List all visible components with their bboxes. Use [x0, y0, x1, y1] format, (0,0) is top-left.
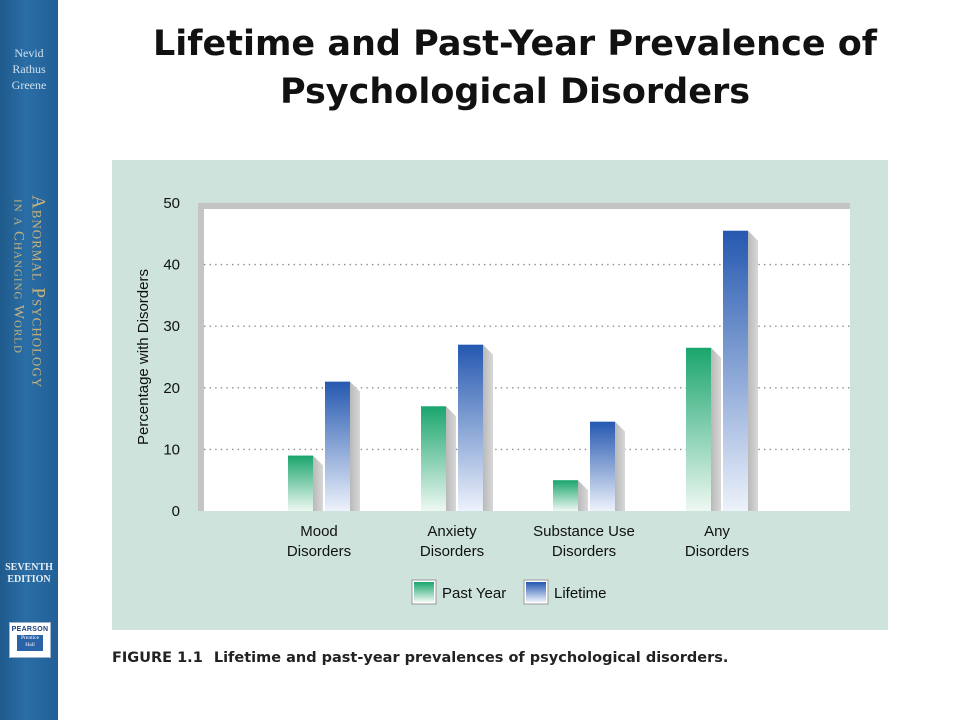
y-tick-label: 40	[163, 257, 180, 274]
imprint-logo: Prentice Hall	[17, 635, 43, 651]
y-tick-label: 20	[163, 380, 180, 397]
slide-title-line1: Lifetime and Past-Year Prevalence of	[152, 24, 878, 64]
figure-number: FIGURE 1.1	[112, 650, 203, 666]
bar-side	[748, 230, 758, 511]
x-category-label: Disorders	[685, 543, 749, 560]
book-title-line2: in a Changing World	[10, 199, 27, 354]
x-category-label: Disorders	[420, 543, 484, 560]
publisher-logo: PEARSON Prentice Hall	[9, 622, 51, 658]
x-category-label: Anxiety	[427, 523, 477, 540]
spine-book-title: Abnormal Psychology in a Changing World	[10, 195, 49, 465]
edition-line1: SEVENTH	[5, 562, 53, 573]
legend-swatch-past-year	[414, 582, 434, 602]
slide-title: Lifetime and Past-Year Prevalence of Psy…	[90, 20, 940, 116]
bar-side	[578, 480, 588, 511]
imprint-line1: Prentice	[20, 635, 40, 641]
bar-lifetime	[590, 421, 615, 511]
legend-label: Past Year	[442, 585, 506, 602]
bar-past-year	[686, 347, 711, 511]
x-category-label: Disorders	[287, 543, 351, 560]
bar-side	[446, 406, 456, 511]
bar-side	[350, 381, 360, 511]
bar-side	[313, 455, 323, 511]
bar-side	[615, 421, 625, 511]
y-tick-label: 50	[163, 195, 180, 212]
figure-caption-text: Lifetime and past-year prevalences of ps…	[213, 650, 729, 666]
author-name: Greene	[11, 78, 47, 92]
book-title-line1: Abnormal Psychology	[27, 195, 49, 389]
legend-swatch-lifetime	[526, 582, 546, 602]
bar-side	[711, 347, 721, 511]
x-category-label: Substance Use	[533, 523, 635, 540]
y-axis-label: Percentage with Disorders	[135, 269, 152, 445]
book-spine: Nevid Rathus Greene Abnormal Psychology …	[0, 0, 58, 720]
bar-past-year	[421, 406, 446, 511]
figure-panel: 0 10 20 30 40 50 Percentage with Disorders Mood…	[112, 160, 888, 630]
bar-past-year	[553, 480, 578, 511]
bar-side	[483, 344, 493, 511]
bar-chart: 0 10 20 30 40 50 Percentage with Disorders Mood…	[135, 195, 850, 605]
publisher-name: PEARSON	[11, 626, 49, 633]
edition-line2: EDITION	[7, 574, 51, 585]
bar-past-year	[288, 455, 313, 511]
y-tick-label: 0	[172, 503, 180, 520]
author-name: Nevid	[14, 46, 44, 60]
slide-title-line2: Psychological Disorders	[279, 72, 751, 112]
spine-edition: SEVENTH EDITION	[0, 562, 58, 586]
x-category-label: Any	[704, 523, 730, 540]
bar-lifetime	[325, 381, 350, 511]
imprint-line2: Hall	[25, 642, 35, 648]
bar-lifetime	[458, 344, 483, 511]
y-tick-label: 30	[163, 318, 180, 335]
x-category-label: Disorders	[552, 543, 616, 560]
spine-authors: Nevid Rathus Greene	[0, 45, 58, 93]
figure-caption: FIGURE 1.1 Lifetime and past-year preval…	[112, 650, 912, 666]
legend-label: Lifetime	[554, 585, 607, 602]
y-tick-label: 10	[163, 441, 180, 458]
x-category-label: Mood	[300, 523, 338, 540]
author-name: Rathus	[12, 62, 46, 76]
bar-lifetime	[723, 230, 748, 511]
